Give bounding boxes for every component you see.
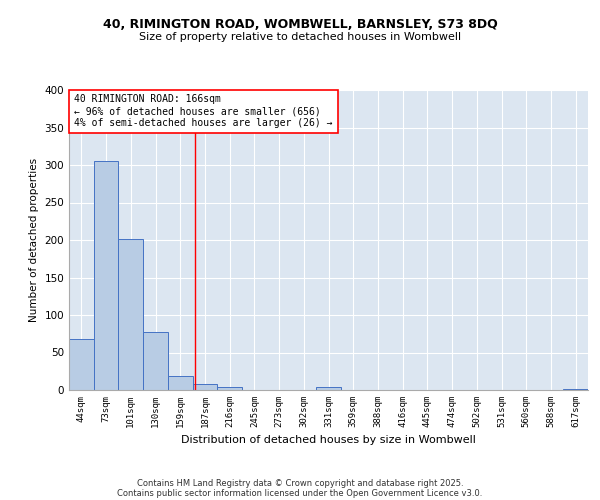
- Bar: [563, 388, 588, 390]
- Text: Contains HM Land Registry data © Crown copyright and database right 2025.: Contains HM Land Registry data © Crown c…: [137, 478, 463, 488]
- Bar: [69, 339, 94, 390]
- Y-axis label: Number of detached properties: Number of detached properties: [29, 158, 39, 322]
- Text: 40, RIMINGTON ROAD, WOMBWELL, BARNSLEY, S73 8DQ: 40, RIMINGTON ROAD, WOMBWELL, BARNSLEY, …: [103, 18, 497, 30]
- Text: Contains public sector information licensed under the Open Government Licence v3: Contains public sector information licen…: [118, 488, 482, 498]
- Bar: [217, 387, 242, 390]
- Bar: [168, 376, 193, 390]
- X-axis label: Distribution of detached houses by size in Wombwell: Distribution of detached houses by size …: [181, 436, 476, 446]
- Bar: [316, 387, 341, 390]
- Bar: [143, 332, 168, 390]
- Text: 40 RIMINGTON ROAD: 166sqm
← 96% of detached houses are smaller (656)
4% of semi-: 40 RIMINGTON ROAD: 166sqm ← 96% of detac…: [74, 94, 332, 128]
- Text: Size of property relative to detached houses in Wombwell: Size of property relative to detached ho…: [139, 32, 461, 42]
- Bar: [193, 384, 217, 390]
- Bar: [118, 240, 143, 390]
- Bar: [94, 161, 118, 390]
